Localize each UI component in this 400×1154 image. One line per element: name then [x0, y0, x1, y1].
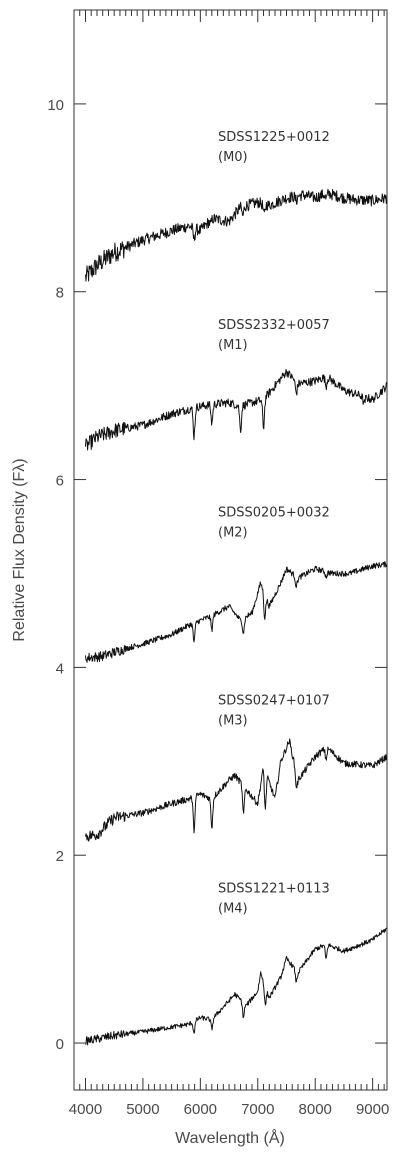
x-tick-label: 5000	[126, 1101, 159, 1118]
y-tick-label: 2	[56, 848, 64, 865]
y-tick-label: 4	[56, 660, 64, 677]
x-tick-label: 9000	[356, 1101, 389, 1118]
y-tick-label: 0	[56, 1036, 64, 1053]
spectrum-subtype-label: (M4)	[218, 901, 248, 916]
spectrum-subtype-label: (M0)	[218, 150, 248, 165]
y-tick-label: 8	[56, 285, 64, 302]
spectrum-name-label: SDSS0205+0032	[218, 506, 330, 521]
spectra-lines	[85, 188, 388, 1046]
spectrum-name-label: SDSS2332+0057	[218, 318, 330, 333]
spectrum-line-m2	[85, 561, 388, 663]
y-tick-label: 10	[47, 97, 64, 114]
spectrum-line-m0	[85, 188, 388, 282]
spectrum-line-m3	[85, 738, 388, 842]
spectrum-line-m1	[85, 368, 388, 451]
spectrum-labels: SDSS1225+0012 (M0) SDSS2332+0057 (M1) SDSS02…	[218, 130, 330, 916]
y-axis-title: Relative Flux Density (Fλ)	[11, 458, 28, 641]
axis-ticks	[73, 10, 387, 1090]
spectrum-name-label: SDSS1221+0113	[218, 881, 330, 896]
x-tick-label: 7000	[241, 1101, 274, 1118]
x-axis-title: Wavelength (Å)	[175, 1128, 285, 1147]
x-tick-label: 8000	[299, 1101, 332, 1118]
spectrum-subtype-label: (M1)	[218, 338, 248, 353]
spectrum-name-label: SDSS1225+0012	[218, 130, 330, 145]
spectrum-subtype-label: (M3)	[218, 713, 248, 728]
plot-frame	[73, 9, 388, 1091]
x-tick-label: 4000	[69, 1101, 102, 1118]
axis-tick-labels: 4000 5000 6000 7000 8000 9000 0 2 4 6 8 10	[47, 97, 389, 1118]
spectrum-name-label: SDSS0247+0107	[218, 693, 330, 708]
y-tick-label: 6	[56, 473, 64, 490]
x-tick-label: 6000	[184, 1101, 217, 1118]
spectrum-line-m4	[85, 927, 388, 1046]
spectrum-subtype-label: (M2)	[218, 526, 248, 541]
